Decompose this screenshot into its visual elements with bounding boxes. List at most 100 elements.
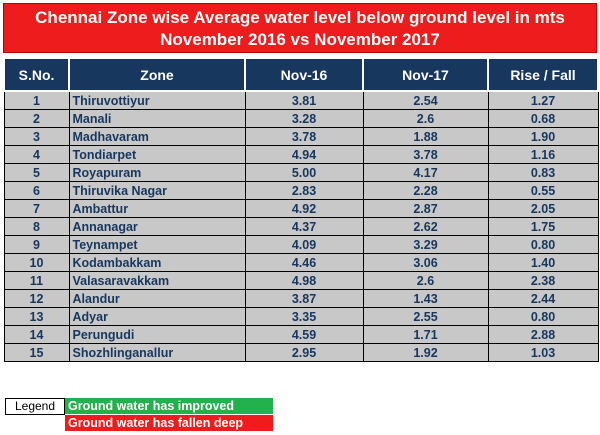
cell-rise-fall: 2.44 bbox=[487, 289, 599, 308]
cell-zone: Madhavaram bbox=[68, 127, 246, 146]
cell-nov16: 3.81 bbox=[244, 90, 364, 110]
cell-nov16: 3.87 bbox=[244, 289, 364, 308]
cell-sno: 3 bbox=[3, 127, 70, 146]
cell-zone: Thiruvottiyur bbox=[68, 90, 246, 110]
cell-rise-fall: 1.40 bbox=[487, 253, 599, 272]
cell-nov17: 2.54 bbox=[362, 90, 489, 110]
cell-rise-fall: 2.38 bbox=[487, 271, 599, 290]
table-row: 7 Ambattur 4.92 2.87 2.05 bbox=[3, 199, 599, 218]
cell-zone: Perungudi bbox=[68, 325, 246, 344]
table-row: 11 Valasaravakkam 4.98 2.6 2.38 bbox=[3, 271, 599, 290]
header-nov17: Nov-17 bbox=[362, 57, 489, 92]
cell-zone: Shozhlinganallur bbox=[68, 343, 246, 362]
cell-sno: 10 bbox=[3, 253, 70, 272]
cell-sno: 15 bbox=[3, 343, 70, 362]
cell-nov16: 4.46 bbox=[244, 253, 364, 272]
cell-zone: Adyar bbox=[68, 307, 246, 326]
cell-rise-fall: 0.83 bbox=[487, 163, 599, 182]
cell-nov16: 3.78 bbox=[244, 127, 364, 146]
cell-nov17: 4.17 bbox=[362, 163, 489, 182]
cell-nov16: 4.94 bbox=[244, 145, 364, 164]
cell-sno: 9 bbox=[3, 235, 70, 254]
cell-zone: Annanagar bbox=[68, 217, 246, 236]
header-rise-fall: Rise / Fall bbox=[487, 57, 599, 92]
cell-rise-fall: 0.80 bbox=[487, 235, 599, 254]
cell-rise-fall: 0.68 bbox=[487, 109, 599, 128]
cell-rise-fall: 2.88 bbox=[487, 325, 599, 344]
cell-nov17: 3.78 bbox=[362, 145, 489, 164]
table-row: 13 Adyar 3.35 2.55 0.80 bbox=[3, 307, 599, 326]
legend: Legend Ground water has improved Ground … bbox=[5, 398, 275, 432]
cell-zone: Thiruvika Nagar bbox=[68, 181, 246, 200]
cell-nov16: 2.95 bbox=[244, 343, 364, 362]
table-row: 15 Shozhlinganallur 2.95 1.92 1.03 bbox=[3, 343, 599, 362]
chart-title: Chennai Zone wise Average water level be… bbox=[3, 3, 597, 53]
cell-nov17: 1.43 bbox=[362, 289, 489, 308]
legend-fallen: Ground water has fallen deep bbox=[65, 415, 273, 431]
cell-zone: Alandur bbox=[68, 289, 246, 308]
cell-rise-fall: 0.80 bbox=[487, 307, 599, 326]
cell-sno: 8 bbox=[3, 217, 70, 236]
cell-zone: Kodambakkam bbox=[68, 253, 246, 272]
cell-nov16: 4.59 bbox=[244, 325, 364, 344]
title-line-2: November 2016 vs November 2017 bbox=[160, 30, 440, 49]
cell-nov17: 1.71 bbox=[362, 325, 489, 344]
table-row: 1 Thiruvottiyur 3.81 2.54 1.27 bbox=[3, 90, 599, 110]
cell-rise-fall: 1.16 bbox=[487, 145, 599, 164]
legend-label: Legend bbox=[5, 398, 65, 415]
cell-zone: Ambattur bbox=[68, 199, 246, 218]
cell-nov16: 4.92 bbox=[244, 199, 364, 218]
table-row: 2 Manali 3.28 2.6 0.68 bbox=[3, 109, 599, 128]
cell-zone: Tondiarpet bbox=[68, 145, 246, 164]
cell-rise-fall: 1.03 bbox=[487, 343, 599, 362]
cell-sno: 6 bbox=[3, 181, 70, 200]
cell-nov16: 2.83 bbox=[244, 181, 364, 200]
cell-nov16: 5.00 bbox=[244, 163, 364, 182]
cell-nov16: 4.09 bbox=[244, 235, 364, 254]
header-sno: S.No. bbox=[3, 57, 70, 92]
cell-nov17: 2.87 bbox=[362, 199, 489, 218]
cell-zone: Teynampet bbox=[68, 235, 246, 254]
cell-nov16: 4.37 bbox=[244, 217, 364, 236]
table-row: 8 Annanagar 4.37 2.62 1.75 bbox=[3, 217, 599, 236]
cell-nov16: 3.35 bbox=[244, 307, 364, 326]
cell-nov17: 3.29 bbox=[362, 235, 489, 254]
table-row: 14 Perungudi 4.59 1.71 2.88 bbox=[3, 325, 599, 344]
cell-nov17: 3.06 bbox=[362, 253, 489, 272]
cell-nov16: 3.28 bbox=[244, 109, 364, 128]
cell-sno: 13 bbox=[3, 307, 70, 326]
cell-sno: 12 bbox=[3, 289, 70, 308]
table-row: 6 Thiruvika Nagar 2.83 2.28 0.55 bbox=[3, 181, 599, 200]
table-row: 12 Alandur 3.87 1.43 2.44 bbox=[3, 289, 599, 308]
cell-zone: Manali bbox=[68, 109, 246, 128]
cell-sno: 4 bbox=[3, 145, 70, 164]
table-body: 1 Thiruvottiyur 3.81 2.54 1.27 2 Manali 3.28 2.6… bbox=[3, 90, 599, 362]
cell-zone: Royapuram bbox=[68, 163, 246, 182]
cell-sno: 14 bbox=[3, 325, 70, 344]
cell-nov17: 2.62 bbox=[362, 217, 489, 236]
water-level-table: S.No. Zone Nov-16 Nov-17 Rise / Fall 1 Th… bbox=[3, 57, 599, 362]
cell-sno: 11 bbox=[3, 271, 70, 290]
cell-rise-fall: 2.05 bbox=[487, 199, 599, 218]
cell-nov17: 2.6 bbox=[362, 109, 489, 128]
cell-nov17: 1.88 bbox=[362, 127, 489, 146]
table-row: 3 Madhavaram 3.78 1.88 1.90 bbox=[3, 127, 599, 146]
cell-sno: 5 bbox=[3, 163, 70, 182]
cell-rise-fall: 1.75 bbox=[487, 217, 599, 236]
cell-nov17: 1.92 bbox=[362, 343, 489, 362]
header-zone: Zone bbox=[68, 57, 246, 92]
legend-improved: Ground water has improved bbox=[65, 398, 273, 414]
title-line-1: Chennai Zone wise Average water level be… bbox=[35, 8, 565, 27]
cell-nov17: 2.6 bbox=[362, 271, 489, 290]
cell-nov17: 2.55 bbox=[362, 307, 489, 326]
cell-rise-fall: 1.90 bbox=[487, 127, 599, 146]
table-row: 9 Teynampet 4.09 3.29 0.80 bbox=[3, 235, 599, 254]
cell-nov16: 4.98 bbox=[244, 271, 364, 290]
header-nov16: Nov-16 bbox=[244, 57, 364, 92]
cell-sno: 2 bbox=[3, 109, 70, 128]
cell-zone: Valasaravakkam bbox=[68, 271, 246, 290]
cell-sno: 1 bbox=[3, 90, 70, 110]
table-header-row: S.No. Zone Nov-16 Nov-17 Rise / Fall bbox=[3, 57, 599, 92]
cell-sno: 7 bbox=[3, 199, 70, 218]
cell-rise-fall: 1.27 bbox=[487, 90, 599, 110]
